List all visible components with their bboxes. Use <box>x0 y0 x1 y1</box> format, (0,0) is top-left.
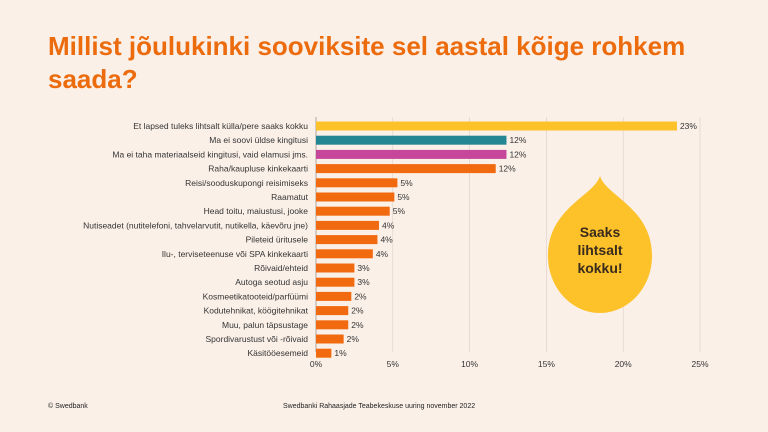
value-label: 12% <box>499 164 516 174</box>
bar <box>316 206 390 216</box>
category-label: Reisi/sooduskupongi reisimiseks <box>185 178 308 188</box>
value-labels: 23%12%12%12%5%5%5%4%4%4%3%3%2%2%2%2%1% <box>334 121 697 358</box>
bar <box>316 320 349 330</box>
chart-title: Millist jõulukinki sooviksite sel aastal… <box>48 31 686 94</box>
category-label: Käsitööesemeid <box>248 348 309 358</box>
category-label: Nutiseadet (nutitelefoni, tahvelarvutit,… <box>83 220 308 230</box>
category-label: Kosmeetikatooteid/parfüümi <box>203 291 308 301</box>
value-label: 5% <box>400 178 413 188</box>
bar <box>316 348 332 358</box>
x-axis-ticks: 0% 5% 10% 15% 20% 25% <box>310 359 709 369</box>
footer-copyright: © Swedbank <box>48 403 88 410</box>
bar <box>316 334 344 344</box>
value-label: 2% <box>347 334 360 344</box>
callout-line-3: kokku! <box>577 260 623 276</box>
x-tick-label: 20% <box>615 359 632 369</box>
value-label: 4% <box>380 235 393 245</box>
value-label: 2% <box>351 320 364 330</box>
value-label: 3% <box>357 263 370 273</box>
category-labels: Et lapsed tuleks lihtsalt külla/pere saa… <box>83 121 309 358</box>
category-label: Spordivarustust või -rõivaid <box>205 334 308 344</box>
value-label: 2% <box>354 291 367 301</box>
value-label: 12% <box>509 135 526 145</box>
bar <box>316 263 355 273</box>
category-label: Ilu-, terviseteenuse või SPA kinkekaarti <box>162 249 308 259</box>
value-label: 2% <box>351 306 364 316</box>
value-label: 5% <box>397 192 410 202</box>
bar <box>316 277 355 287</box>
category-label: Head toitu, maiustusi, jooke <box>204 206 309 216</box>
x-tick-label: 15% <box>538 359 555 369</box>
x-tick-label: 0% <box>310 359 323 369</box>
category-label: Ma ei taha materiaalseid kingitusi, vaid… <box>112 149 308 159</box>
bar <box>316 149 507 159</box>
x-tick-label: 5% <box>387 359 400 369</box>
bar <box>316 249 373 259</box>
bar <box>316 235 378 245</box>
bar <box>316 291 352 301</box>
bar <box>316 135 507 145</box>
bar <box>316 164 496 174</box>
value-label: 3% <box>357 277 370 287</box>
category-label: Muu, palun täpsustage <box>222 320 308 330</box>
value-label: 4% <box>376 249 389 259</box>
category-label: Pileteid üritusele <box>246 235 309 245</box>
category-label: Raha/kaupluse kinkekaarti <box>208 164 308 174</box>
x-tick-label: 25% <box>691 359 708 369</box>
value-label: 1% <box>334 348 347 358</box>
value-label: 23% <box>680 121 697 131</box>
callout-drop <box>548 176 652 313</box>
category-label: Autoga seotud asju <box>235 277 308 287</box>
callout-text: Saaks lihtsalt kokku! <box>548 223 652 277</box>
value-label: 5% <box>393 206 406 216</box>
category-label: Ma ei soovi üldse kingitusi <box>209 135 308 145</box>
category-label: Kodutehnikat, köögitehnikat <box>204 306 309 316</box>
category-label: Raamatut <box>271 192 308 202</box>
bars <box>316 121 677 358</box>
bar <box>316 220 379 230</box>
bar <box>316 121 677 131</box>
callout-line-1: Saaks <box>579 224 621 240</box>
bar <box>316 192 395 202</box>
category-label: Rõivaid/ehteid <box>254 263 308 273</box>
bar <box>316 306 349 316</box>
category-label: Et lapsed tuleks lihtsalt külla/pere saa… <box>133 121 308 131</box>
x-tick-label: 10% <box>461 359 478 369</box>
callout-line-2: lihtsalt <box>577 242 623 258</box>
value-label: 4% <box>382 220 395 230</box>
bar <box>316 178 398 188</box>
value-label: 12% <box>509 149 526 159</box>
footer-source: Swedbanki Rahaasjade Teabekeskuse uuring… <box>283 403 476 410</box>
